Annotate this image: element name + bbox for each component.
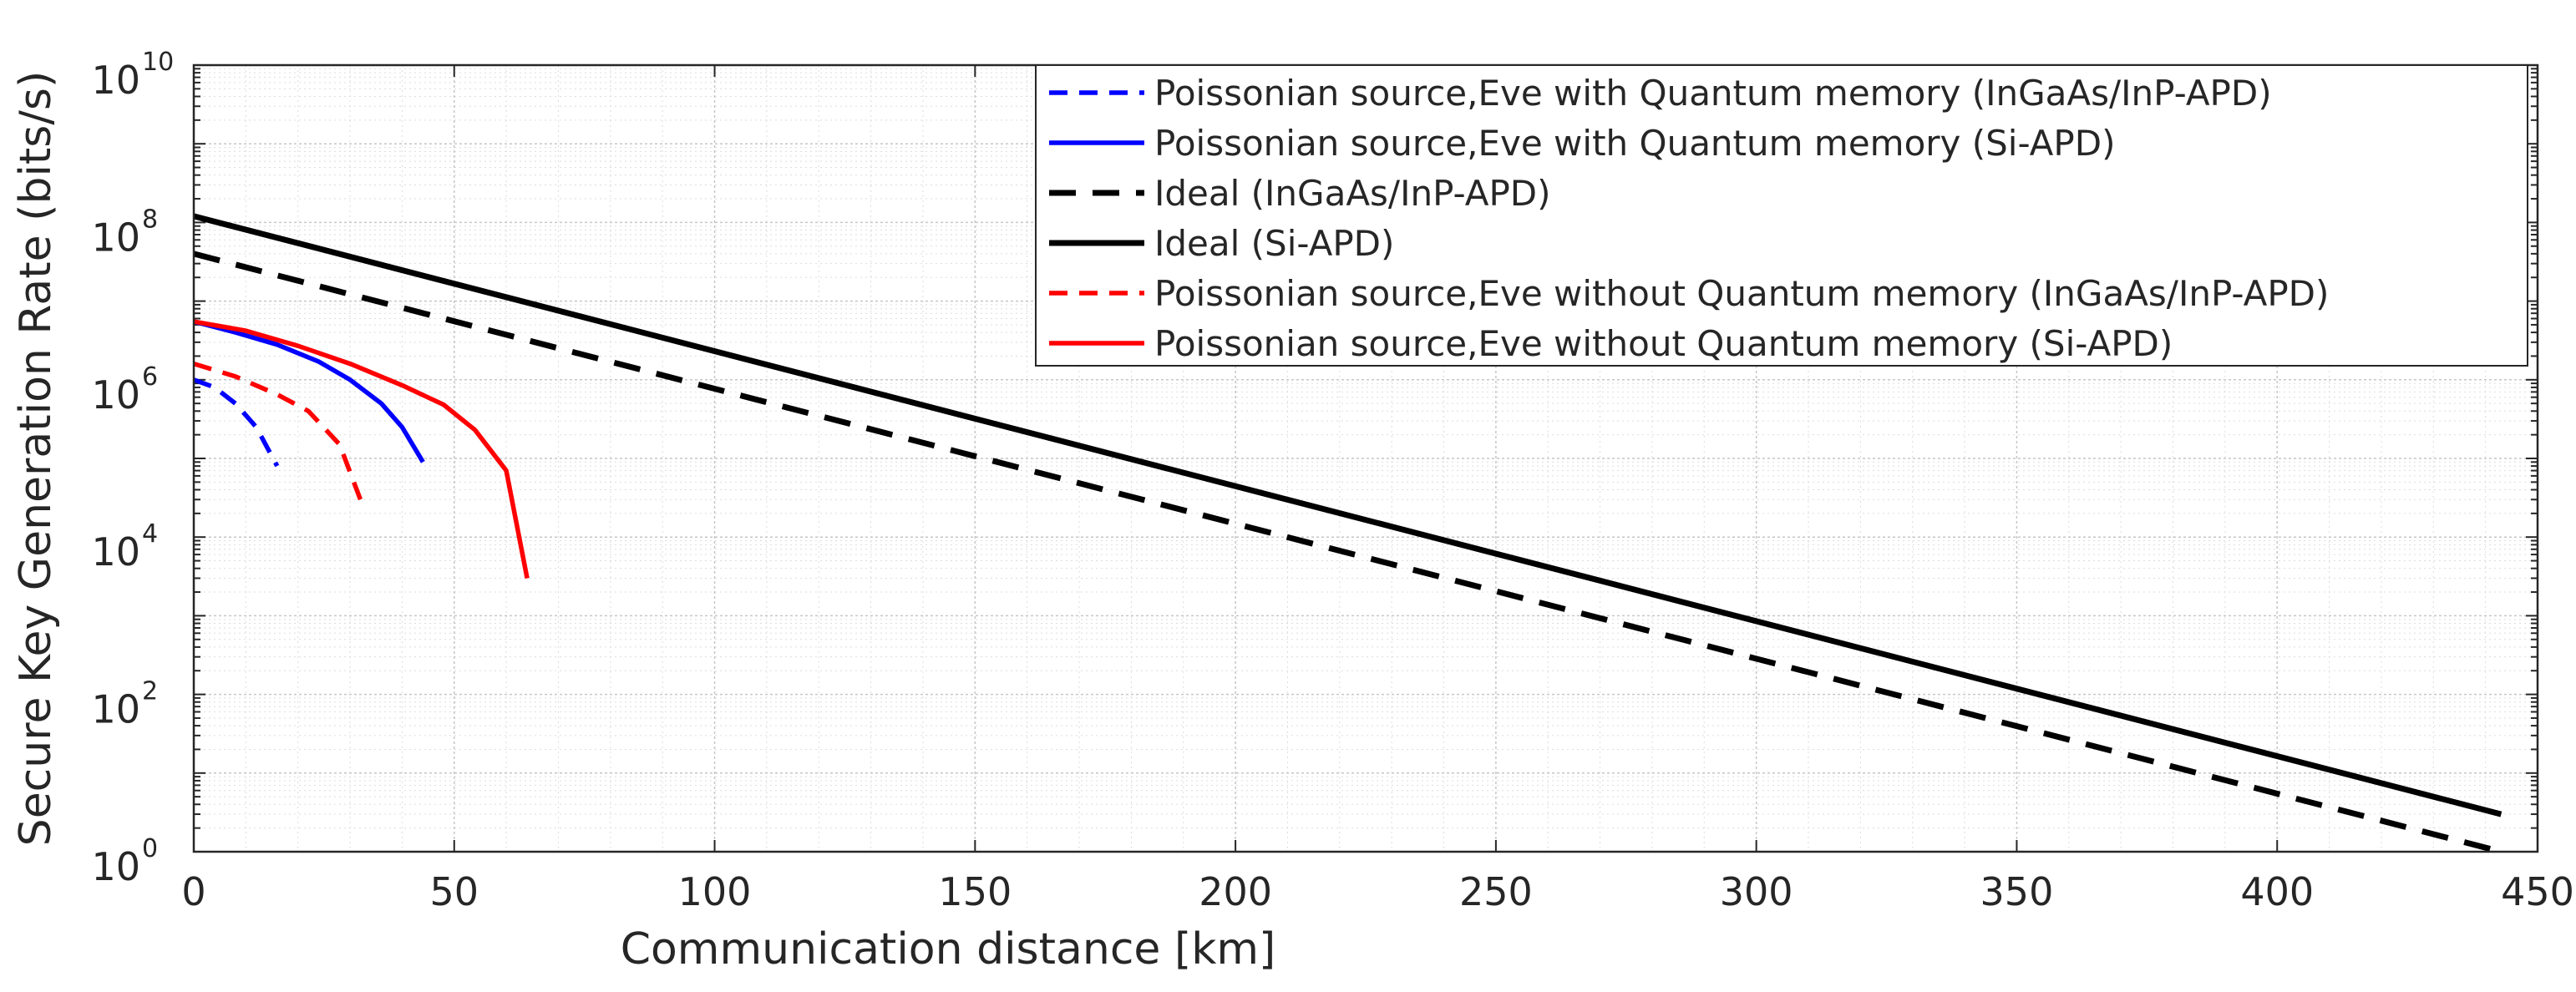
- y-tick-exponent: 0: [142, 834, 158, 863]
- series-line-1: [193, 377, 280, 468]
- x-tick-label: 250: [1459, 869, 1533, 914]
- x-tick-label: 300: [1720, 869, 1793, 914]
- x-tick-label: 150: [938, 869, 1012, 914]
- x-axis-label: Communication distance [km]: [621, 924, 1276, 974]
- y-tick-label: 10: [91, 529, 140, 574]
- legend-label-2: Poissonian source,Eve with Quantum memor…: [1154, 123, 2115, 164]
- series-line-4: [193, 213, 2502, 817]
- x-tick-label: 100: [678, 869, 752, 914]
- legend-label-6: Poissonian source,Eve without Quantum me…: [1154, 323, 2173, 364]
- y-tick-exponent: 8: [142, 205, 158, 234]
- y-tick-label: 10: [91, 58, 140, 103]
- x-tick-label: 200: [1199, 869, 1272, 914]
- x-tick-label: 450: [2501, 869, 2574, 914]
- series-line-5: [193, 361, 363, 501]
- y-tick-label: 10: [91, 844, 140, 889]
- series-line-2: [193, 319, 425, 463]
- y-tick-exponent: 6: [142, 362, 158, 392]
- legend-label-4: Ideal (Si-APD): [1154, 223, 1394, 264]
- legend-label-3: Ideal (InGaAs/InP-APD): [1154, 173, 1551, 214]
- y-tick-exponent: 4: [142, 519, 158, 549]
- series-line-3: [193, 251, 2502, 855]
- x-tick-label: 350: [1980, 869, 2054, 914]
- series-group: [193, 213, 2502, 855]
- y-axis-label: Secure Key Generation Rate (bits/s): [11, 71, 61, 847]
- y-tick-exponent: 2: [142, 677, 158, 706]
- legend: Poissonian source,Eve with Quantum memor…: [1035, 64, 2528, 367]
- legend-label-5: Poissonian source,Eve without Quantum me…: [1154, 273, 2329, 314]
- x-tick-label: 50: [430, 869, 479, 914]
- y-tick-label: 10: [91, 372, 140, 418]
- x-tick-label: 400: [2240, 869, 2314, 914]
- legend-box: [1035, 64, 2528, 367]
- y-tick-exponent: 10: [142, 48, 174, 77]
- x-tick-label: 0: [181, 869, 205, 914]
- legend-label-1: Poissonian source,Eve with Quantum memor…: [1154, 73, 2272, 114]
- y-tick-label: 10: [91, 687, 140, 732]
- y-tick-label: 10: [91, 215, 140, 260]
- x-tick-labels: 0 50 100 150 200 250 300 350 400 450: [181, 869, 2574, 914]
- series-line-6: [193, 319, 530, 580]
